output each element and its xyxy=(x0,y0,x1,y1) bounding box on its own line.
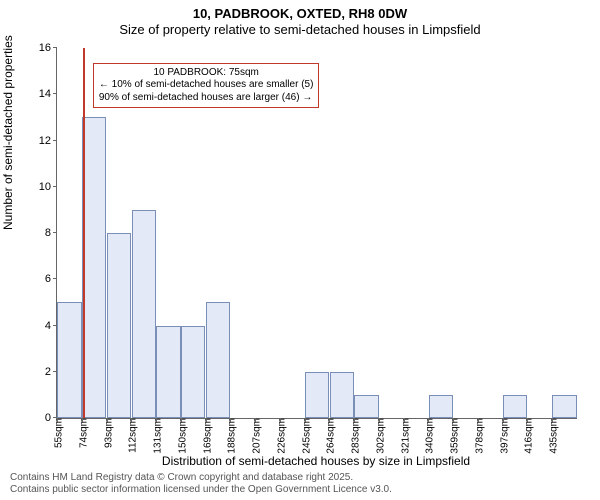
x-tick-label: 93sqm xyxy=(99,418,114,448)
x-tick-label: 245sqm xyxy=(297,418,312,454)
x-tick-label: 150sqm xyxy=(173,418,188,454)
y-tick-label: 14 xyxy=(39,88,57,100)
y-axis-label: Number of semi-detached properties xyxy=(1,35,15,230)
histogram-bar xyxy=(181,326,205,419)
x-tick-label: 131sqm xyxy=(149,418,164,454)
x-tick-label: 283sqm xyxy=(347,418,362,454)
histogram-chart: 10, PADBROOK, OXTED, RH8 0DW Size of pro… xyxy=(0,0,600,500)
histogram-bar xyxy=(156,326,180,419)
x-tick-label: 55sqm xyxy=(50,418,65,448)
annotation-line-2: ← 10% of semi-detached houses are smalle… xyxy=(99,79,314,92)
y-tick-label: 4 xyxy=(45,320,57,332)
y-tick-label: 2 xyxy=(45,366,57,378)
chart-footer: Contains HM Land Registry data © Crown c… xyxy=(10,472,392,496)
x-tick-label: 359sqm xyxy=(446,418,461,454)
title-line-1: 10, PADBROOK, OXTED, RH8 0DW xyxy=(0,6,600,22)
y-tick-label: 8 xyxy=(45,227,57,239)
histogram-bar xyxy=(552,395,576,418)
footer-line-1: Contains HM Land Registry data © Crown c… xyxy=(10,472,392,484)
plot-area: 0246810121416 55sqm74sqm93sqm112sqm131sq… xyxy=(56,48,577,419)
x-tick-label: 169sqm xyxy=(198,418,213,454)
y-tick-label: 16 xyxy=(39,42,57,54)
chart-title: 10, PADBROOK, OXTED, RH8 0DW Size of pro… xyxy=(0,0,600,39)
x-tick-label: 207sqm xyxy=(248,418,263,454)
x-tick-label: 397sqm xyxy=(495,418,510,454)
y-tick-label: 6 xyxy=(45,273,57,285)
x-tick-label: 264sqm xyxy=(322,418,337,454)
x-tick-label: 378sqm xyxy=(470,418,485,454)
x-tick-label: 302sqm xyxy=(371,418,386,454)
y-tick-label: 12 xyxy=(39,135,57,147)
x-tick-label: 416sqm xyxy=(520,418,535,454)
x-tick-label: 435sqm xyxy=(545,418,560,454)
histogram-bar xyxy=(330,372,354,418)
x-tick-label: 340sqm xyxy=(421,418,436,454)
annotation-line-3: 90% of semi-detached houses are larger (… xyxy=(99,92,314,105)
x-tick-label: 321sqm xyxy=(396,418,411,454)
x-tick-label: 74sqm xyxy=(74,418,89,448)
annotation-line-1: 10 PADBROOK: 75sqm xyxy=(99,67,314,80)
annotation-box: 10 PADBROOK: 75sqm ← 10% of semi-detache… xyxy=(93,63,320,109)
histogram-bar xyxy=(305,372,329,418)
x-tick-label: 188sqm xyxy=(223,418,238,454)
histogram-bar xyxy=(354,395,378,418)
histogram-bar xyxy=(132,210,156,418)
y-tick-label: 10 xyxy=(39,181,57,193)
histogram-bar xyxy=(82,117,106,418)
marker-line xyxy=(83,48,85,418)
x-axis-label: Distribution of semi-detached houses by … xyxy=(56,454,576,468)
title-line-2: Size of property relative to semi-detach… xyxy=(0,22,600,38)
x-tick-label: 226sqm xyxy=(272,418,287,454)
x-tick-label: 112sqm xyxy=(124,418,139,453)
histogram-bar xyxy=(429,395,453,418)
histogram-bar xyxy=(57,302,81,418)
histogram-bar xyxy=(206,302,230,418)
histogram-bar xyxy=(503,395,527,418)
histogram-bar xyxy=(107,233,131,418)
footer-line-2: Contains public sector information licen… xyxy=(10,484,392,496)
